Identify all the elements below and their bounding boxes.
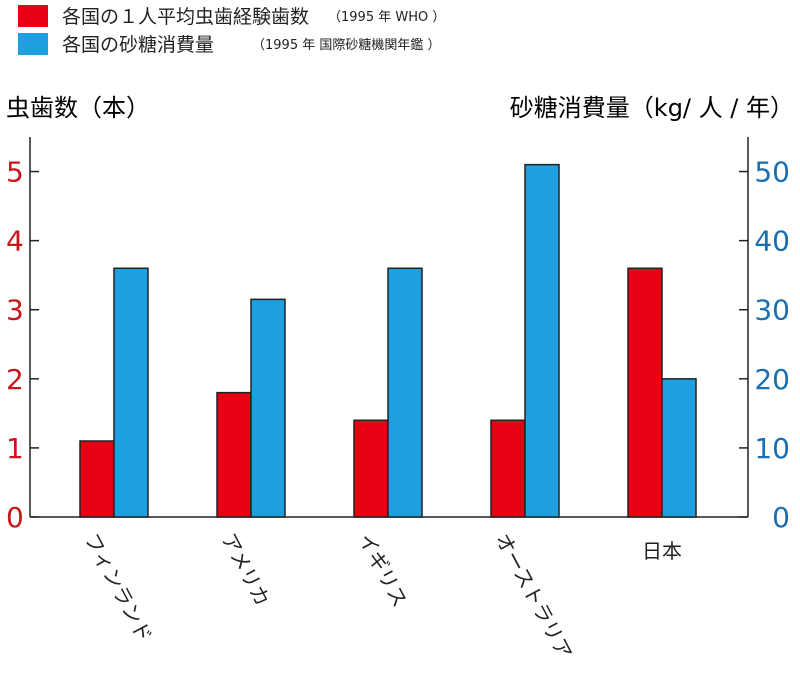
bar-caries-1 — [216, 391, 252, 518]
bar-caries-3 — [490, 419, 526, 518]
bar-sugar-0 — [113, 267, 149, 518]
left-tick-label: 1 — [6, 432, 24, 465]
category-label: オーストラリア — [491, 529, 577, 663]
left-tick-label: 3 — [6, 294, 24, 327]
bar-caries-0 — [79, 440, 115, 518]
left-tick-label: 2 — [6, 363, 24, 396]
right-tick-label: 40 — [754, 225, 790, 258]
category-labels: フィンランド アメリカ イギリス オーストラリア 日本 — [80, 529, 682, 663]
category-label: アメリカ — [217, 529, 275, 610]
right-tick-label: 50 — [754, 156, 790, 189]
left-tick-label: 0 — [6, 501, 24, 534]
right-axis-title: 砂糖消費量（kg/ 人 / 年） — [510, 94, 794, 122]
right-axis-ticks: 0 10 20 30 40 50 — [739, 156, 790, 534]
legend-swatch-sugar — [18, 33, 48, 55]
right-tick-label: 0 — [772, 501, 790, 534]
bar-sugar-3 — [524, 163, 560, 518]
legend-note-caries: （1995 年 WHO ） — [328, 10, 445, 25]
bars — [79, 163, 697, 518]
category-label: 日本 — [642, 539, 682, 563]
legend-label-sugar: 各国の砂糖消費量 — [62, 34, 214, 56]
category-label: フィンランド — [80, 529, 157, 646]
bar-caries-2 — [353, 419, 389, 518]
bar-sugar-2 — [387, 267, 423, 518]
legend-note-sugar: （1995 年 国際砂糖機関年鑑 ） — [252, 37, 440, 53]
left-tick-label: 5 — [6, 156, 24, 189]
left-axis-ticks: 0 1 2 3 4 5 — [6, 156, 39, 534]
bar-sugar-4 — [661, 378, 697, 518]
right-tick-label: 10 — [754, 432, 790, 465]
legend-label-caries: 各国の１人平均虫歯経験歯数 — [62, 6, 309, 28]
right-tick-label: 20 — [754, 363, 790, 396]
left-tick-label: 4 — [6, 225, 24, 258]
bar-sugar-1 — [250, 298, 286, 518]
left-axis-title: 虫歯数（本） — [6, 94, 150, 122]
category-label: イギリス — [354, 529, 413, 611]
right-tick-label: 30 — [754, 294, 790, 327]
legend: 各国の１人平均虫歯経験歯数 （1995 年 WHO ） 各国の砂糖消費量 （19… — [18, 5, 445, 56]
legend-swatch-caries — [18, 5, 48, 27]
bar-caries-4 — [627, 267, 663, 518]
